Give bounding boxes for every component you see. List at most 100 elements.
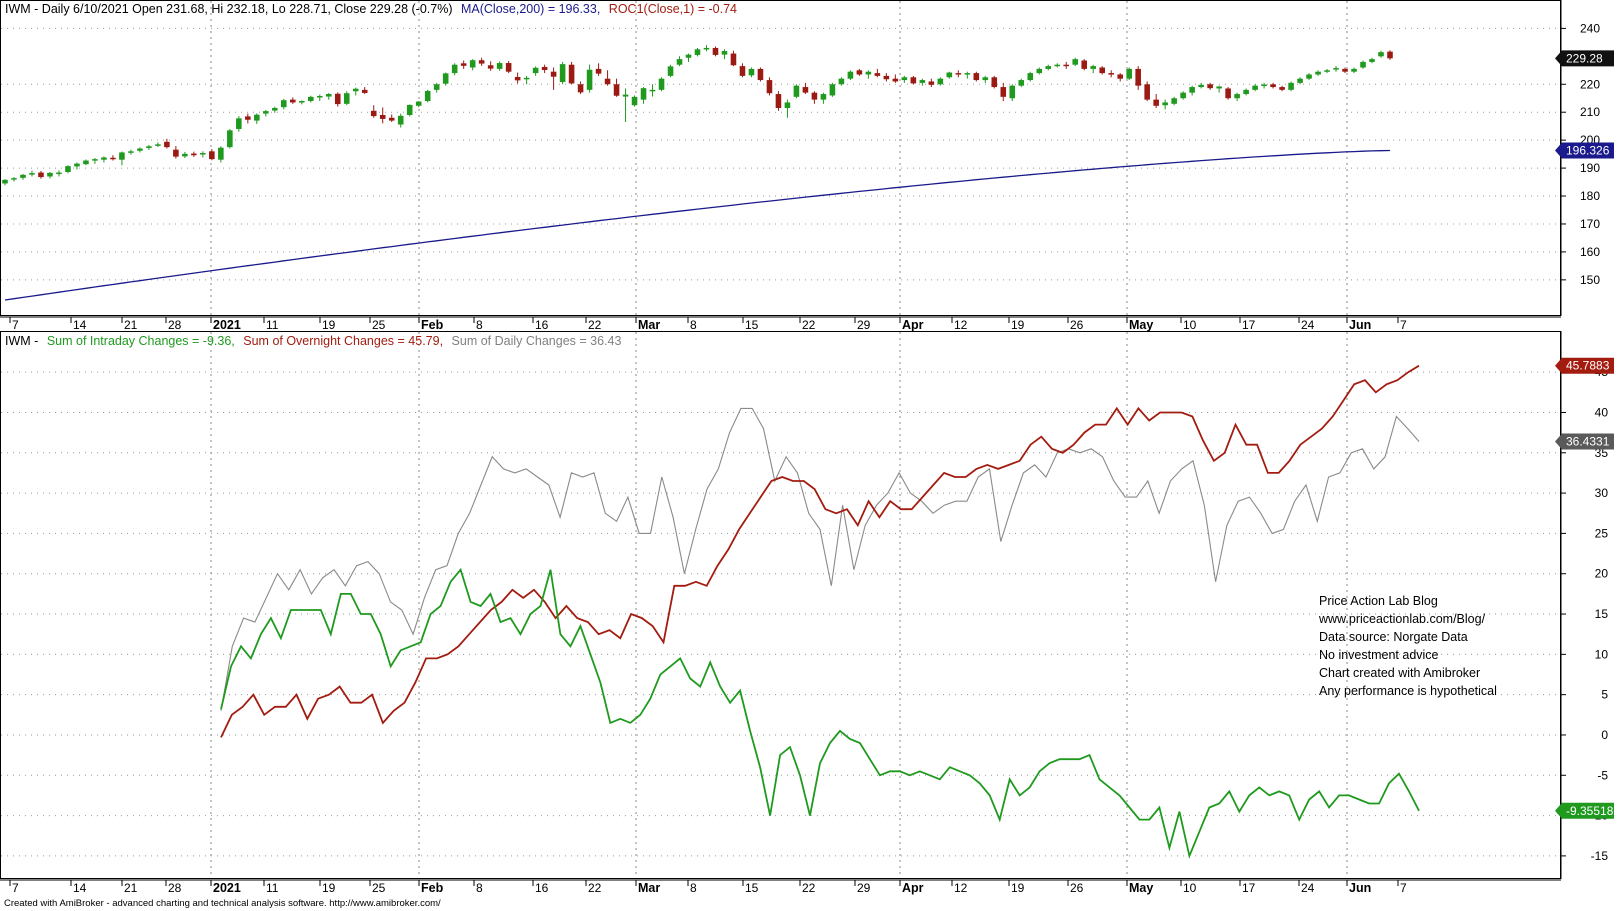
x-tick-label: 29 xyxy=(857,318,871,332)
candle-body xyxy=(883,75,890,80)
x-tick-label: Jun xyxy=(1349,881,1371,895)
candle-body xyxy=(991,77,998,88)
candle-body xyxy=(38,172,44,178)
candle-body xyxy=(1072,59,1079,65)
y-tick-label: 30 xyxy=(1595,486,1609,500)
x-tick-label: 8 xyxy=(690,881,697,895)
candle-body xyxy=(928,81,935,85)
candle-body xyxy=(1090,66,1097,69)
ma-badge-label: 196.326 xyxy=(1566,143,1610,157)
candle-body xyxy=(496,63,503,69)
x-tick-label: 16 xyxy=(535,318,549,332)
x-tick-label: 11 xyxy=(266,318,279,332)
candle-body xyxy=(263,111,269,114)
candle-body xyxy=(173,149,179,157)
candle-body xyxy=(388,117,395,121)
x-tick-label: 17 xyxy=(1242,318,1256,332)
candle-body xyxy=(406,104,413,115)
candle-body xyxy=(874,73,881,76)
candle-body xyxy=(191,153,197,156)
candle-body xyxy=(307,96,314,102)
candle-body xyxy=(703,47,710,50)
candle-body xyxy=(613,84,620,96)
candle-body xyxy=(227,130,233,148)
candle-body xyxy=(1243,89,1249,95)
candle-body xyxy=(316,96,323,98)
candle-body xyxy=(1252,85,1258,90)
x-tick-label: 14 xyxy=(73,318,87,332)
candle-body xyxy=(1036,68,1043,74)
candle-body xyxy=(694,49,701,55)
y-tick-label: 210 xyxy=(1580,105,1600,119)
candle-body xyxy=(1135,68,1141,86)
candle-body xyxy=(775,94,782,109)
x-tick-label: 26 xyxy=(1070,318,1084,332)
candle-body xyxy=(595,68,602,74)
candle-body xyxy=(541,66,548,71)
candle-body xyxy=(532,67,539,74)
ma200-series xyxy=(4,149,1391,301)
candle-body xyxy=(1009,85,1016,99)
x-tick-label: Apr xyxy=(902,881,924,895)
candle-body xyxy=(1099,67,1105,74)
candle-body xyxy=(1225,88,1231,99)
bottom-panel-header: IWM - Sum of Intraday Changes = -9.36, S… xyxy=(5,334,621,348)
x-tick-label: 12 xyxy=(954,881,968,895)
x-tick-label: 15 xyxy=(745,318,759,332)
daily-badge-shape xyxy=(1555,433,1614,450)
candle-body xyxy=(2,179,8,184)
candle-body xyxy=(523,77,530,80)
series-line-intraday xyxy=(220,567,1420,859)
bottom-header-intraday: Sum of Intraday Changes = -9.36, xyxy=(47,334,235,348)
candle-body xyxy=(586,69,593,90)
series-line-daily xyxy=(220,407,1420,711)
candle-body xyxy=(892,78,899,82)
candle-body xyxy=(1369,59,1375,62)
x-tick-label: Feb xyxy=(421,881,444,895)
note-line: www.priceactionlab.com/Blog/ xyxy=(1318,612,1486,626)
x-tick-label: 8 xyxy=(690,318,697,332)
x-tick-label: 15 xyxy=(745,881,759,895)
candle-body xyxy=(245,116,251,120)
top-panel-x-axis: 7 14 21 28 2021 11 19 25 Feb 8 16 22 Mar 8 15 22 29 Apr 12… xyxy=(0,316,1561,332)
candle-body xyxy=(469,60,476,68)
top-panel-frame xyxy=(0,0,1561,316)
candle-body xyxy=(577,84,584,93)
intraday-badge-shape xyxy=(1555,802,1614,819)
candle-body xyxy=(802,87,809,93)
y-tick-label: 40 xyxy=(1595,405,1609,419)
candle-body xyxy=(793,85,800,97)
bottom-panel-frame xyxy=(0,331,1561,879)
candle-body xyxy=(1162,102,1168,106)
candle-body xyxy=(1360,61,1366,68)
candle-body xyxy=(1018,80,1025,86)
candle-body xyxy=(272,108,278,111)
candle-body xyxy=(730,53,737,66)
candle-body xyxy=(1279,87,1285,90)
bottom-panel-x-axis: 7 14 21 28 2021 11 19 25 Feb 8 16 22 Mar 8 15 22 29 Apr 12… xyxy=(0,879,1561,895)
candle-body xyxy=(1198,84,1204,88)
candle-body xyxy=(1288,82,1294,90)
x-tick-label: Jun xyxy=(1349,318,1371,332)
x-tick-label: 8 xyxy=(476,318,483,332)
y-tick-label: 240 xyxy=(1580,21,1600,35)
candle-body xyxy=(667,66,674,76)
candle-body xyxy=(334,93,341,105)
candle-body xyxy=(1063,64,1070,67)
x-tick-label: 28 xyxy=(168,881,182,895)
candle-body xyxy=(838,78,845,85)
x-tick-label: 17 xyxy=(1242,881,1256,895)
candlestick-series xyxy=(2,45,1393,186)
y-tick-label: 150 xyxy=(1580,273,1600,287)
candle-body xyxy=(901,77,908,81)
x-tick-label: 12 xyxy=(954,318,968,332)
candle-body xyxy=(721,51,728,55)
x-tick-label: 26 xyxy=(1070,881,1084,895)
intraday-badge-label: -9.35518 xyxy=(1566,804,1614,818)
bottom-header-overnight: Sum of Overnight Changes = 45.79, xyxy=(243,334,443,348)
candle-body xyxy=(1054,64,1061,67)
candle-body xyxy=(550,71,557,77)
candle-body xyxy=(856,70,863,75)
x-tick-label: 8 xyxy=(476,881,483,895)
